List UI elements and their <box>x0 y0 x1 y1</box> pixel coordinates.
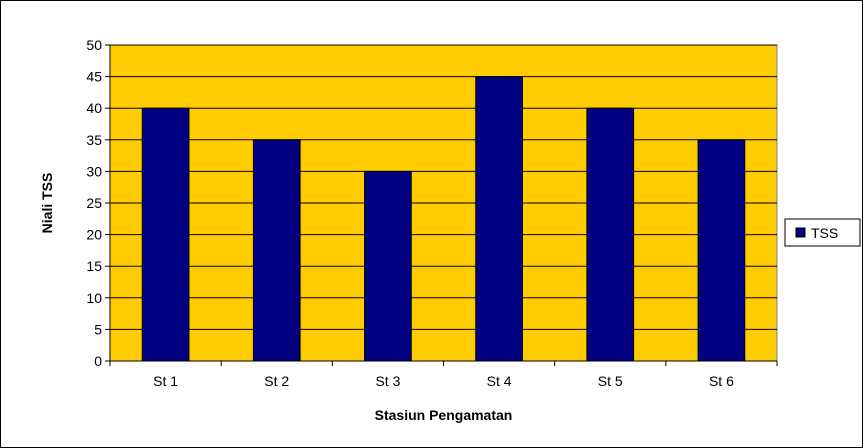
x-axis-title: Stasiun Pengamatan <box>375 407 513 423</box>
x-tick-label: St 6 <box>709 373 734 389</box>
axes <box>105 44 778 366</box>
bar <box>475 76 523 362</box>
y-tick-label: 50 <box>86 37 102 53</box>
y-tick-label: 5 <box>94 321 102 337</box>
x-tick-label: St 2 <box>264 373 289 389</box>
y-tick-label: 10 <box>86 290 102 306</box>
bar <box>141 107 190 362</box>
y-tick-label: 0 <box>94 353 102 369</box>
y-tick-label: 45 <box>86 69 102 85</box>
x-tick-labels: St 1 St 2 St 3 St 4 St 5 St 6 <box>153 373 734 389</box>
y-tick-label: 20 <box>86 227 102 243</box>
y-tick-label: 15 <box>86 258 102 274</box>
x-tick-label: St 5 <box>598 373 623 389</box>
legend: TSS <box>784 218 861 247</box>
bar <box>364 170 412 362</box>
legend-swatch-tss <box>795 227 806 238</box>
x-tick-label: St 3 <box>375 373 400 389</box>
x-tick-label: St 1 <box>153 373 178 389</box>
y-tick-label: 25 <box>86 195 102 211</box>
y-tick-label: 30 <box>86 163 102 179</box>
bar <box>697 139 746 362</box>
y-tick-label: 40 <box>86 100 102 116</box>
y-tick-label: 35 <box>86 132 102 148</box>
y-tick-labels: 0 5 10 15 20 25 30 35 40 45 50 <box>86 37 102 369</box>
x-tick-label: St 4 <box>487 373 512 389</box>
bar <box>586 107 635 362</box>
y-axis-title: Niali TSS <box>39 173 55 234</box>
legend-label-tss: TSS <box>811 225 838 241</box>
bars <box>141 76 746 362</box>
bar <box>252 139 301 362</box>
gridlines <box>110 44 777 362</box>
